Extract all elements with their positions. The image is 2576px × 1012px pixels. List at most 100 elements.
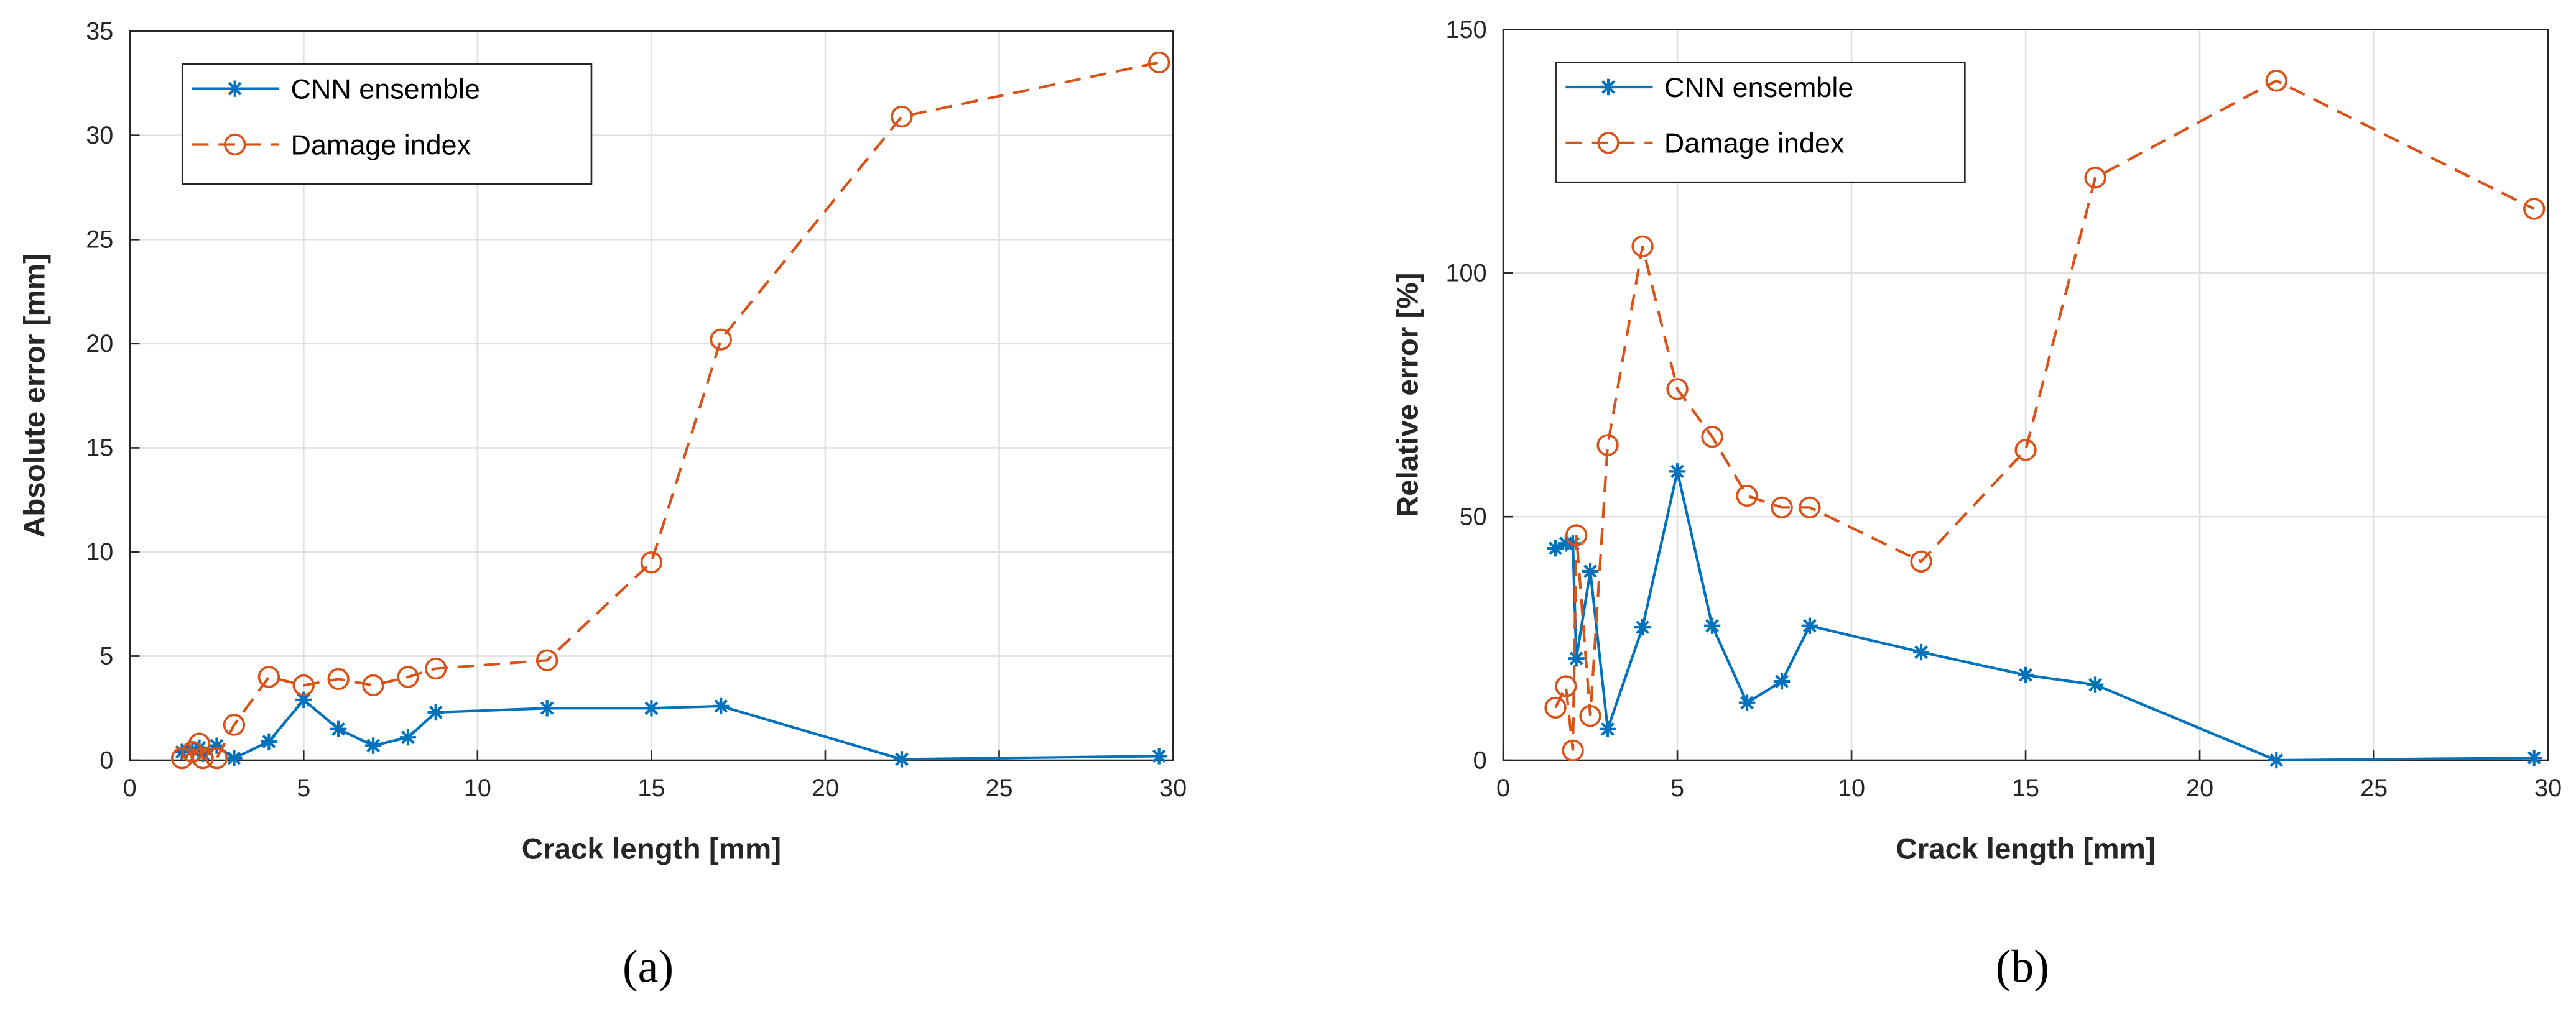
data-point <box>643 700 660 717</box>
data-point <box>1599 720 1616 738</box>
data-point <box>1148 51 1170 74</box>
y-tick-label: 25 <box>86 226 113 253</box>
data-point <box>425 657 447 680</box>
marker-stroke <box>1583 564 1597 578</box>
marker-stroke <box>2527 751 2541 765</box>
data-point <box>399 729 417 746</box>
data-point <box>170 747 193 770</box>
data-point <box>1565 524 1588 546</box>
x-tick-label: 10 <box>464 775 491 802</box>
data-point <box>1544 696 1567 719</box>
data-point <box>2268 752 2285 769</box>
data-point <box>2017 666 2034 684</box>
legend-marker <box>224 133 246 156</box>
data-point <box>893 751 910 768</box>
legend-box <box>1555 62 1966 183</box>
data-point <box>1151 748 1167 765</box>
data-point <box>2014 439 2037 461</box>
axes-box <box>129 30 1174 761</box>
data-point <box>1801 617 1818 634</box>
x-axis-label: Crack length [mm] <box>522 833 781 866</box>
marker-stroke <box>1802 619 1817 633</box>
x-tick-label: 30 <box>2534 775 2562 802</box>
y-tick-label: 20 <box>86 330 113 357</box>
data-point <box>1596 434 1619 456</box>
y-tick-label: 50 <box>1460 503 1487 530</box>
marker-stroke <box>1601 722 1615 736</box>
data-point <box>713 697 730 715</box>
marker-stroke <box>1636 620 1649 634</box>
marker-stroke <box>644 701 659 715</box>
data-point <box>327 668 350 691</box>
data-point <box>364 737 382 754</box>
legend-marker <box>1600 78 1617 96</box>
marker-stroke <box>1601 80 1615 94</box>
data-point <box>362 674 384 697</box>
marker-stroke <box>2269 753 2284 767</box>
y-tick-label: 100 <box>1446 260 1487 287</box>
data-point <box>226 750 243 766</box>
x-tick-label: 20 <box>812 775 839 802</box>
data-point <box>1703 617 1721 634</box>
data-point <box>1669 463 1686 480</box>
marker-stroke <box>297 692 311 707</box>
data-point <box>330 720 347 737</box>
series-line <box>1554 79 2535 751</box>
marker-stroke <box>714 699 728 713</box>
data-point <box>891 105 913 128</box>
y-tick-label: 30 <box>86 122 113 149</box>
marker-stroke <box>1152 749 1166 763</box>
data-point <box>257 666 280 688</box>
marker-stroke <box>2019 668 2032 682</box>
marker-stroke <box>895 752 909 766</box>
y-tick-label: 35 <box>86 17 113 45</box>
y-axis-label: Relative error [%] <box>1392 272 1425 517</box>
marker-stroke <box>366 738 380 753</box>
chart: 0 5 10 15 20 25 30 0 50 100 150 Crack length [mm] Re… <box>1392 16 2562 992</box>
data-point <box>1912 643 1930 661</box>
y-tick-label: 5 <box>100 643 113 670</box>
x-tick-label: 5 <box>297 775 310 802</box>
data-point <box>192 747 214 770</box>
legend-marker <box>1597 132 1619 154</box>
marker-stroke <box>2088 678 2102 692</box>
axes-box <box>1502 29 2549 761</box>
x-tick-label: 25 <box>2360 775 2388 802</box>
marker-stroke <box>227 751 241 765</box>
data-point <box>1771 496 1793 519</box>
data-point <box>261 733 277 750</box>
chart: 0 5 10 15 20 25 30 0 5 10 15 20 25 30 35 Crack length [… <box>18 17 1187 991</box>
y-tick-label: 0 <box>100 747 113 774</box>
x-tick-label: 10 <box>1838 775 1865 802</box>
caption: (b) <box>1996 941 2049 992</box>
data-point <box>397 666 419 688</box>
data-point <box>1568 650 1585 667</box>
x-axis-label: Crack length [mm] <box>1896 833 2155 866</box>
x-tick-label: 0 <box>123 775 137 802</box>
x-tick-label: 20 <box>2186 775 2213 802</box>
x-tick-label: 15 <box>2012 775 2039 802</box>
legend-label: CNN ensemble <box>291 73 480 104</box>
data-point <box>1773 673 1791 690</box>
y-tick-label: 15 <box>86 435 113 462</box>
x-tick-label: 30 <box>1159 775 1187 802</box>
data-point <box>427 704 444 721</box>
y-axis-label: Absolute error [mm] <box>18 254 51 538</box>
data-point <box>1579 705 1601 727</box>
data-point <box>1799 496 1821 519</box>
data-point <box>205 747 228 770</box>
caption: (a) <box>623 941 674 992</box>
marker-stroke <box>228 81 242 96</box>
marker-stroke <box>1670 464 1684 479</box>
data-point <box>1736 484 1758 507</box>
data-point <box>295 691 312 709</box>
legend-box <box>181 63 593 185</box>
x-tick-label: 15 <box>637 775 665 802</box>
data-point <box>2265 70 2287 92</box>
x-tick-label: 25 <box>985 775 1012 802</box>
marker-stroke <box>401 730 415 745</box>
legend-label: Damage index <box>291 129 471 160</box>
y-tick-label: 0 <box>1473 747 1487 774</box>
data-point <box>1666 378 1689 400</box>
